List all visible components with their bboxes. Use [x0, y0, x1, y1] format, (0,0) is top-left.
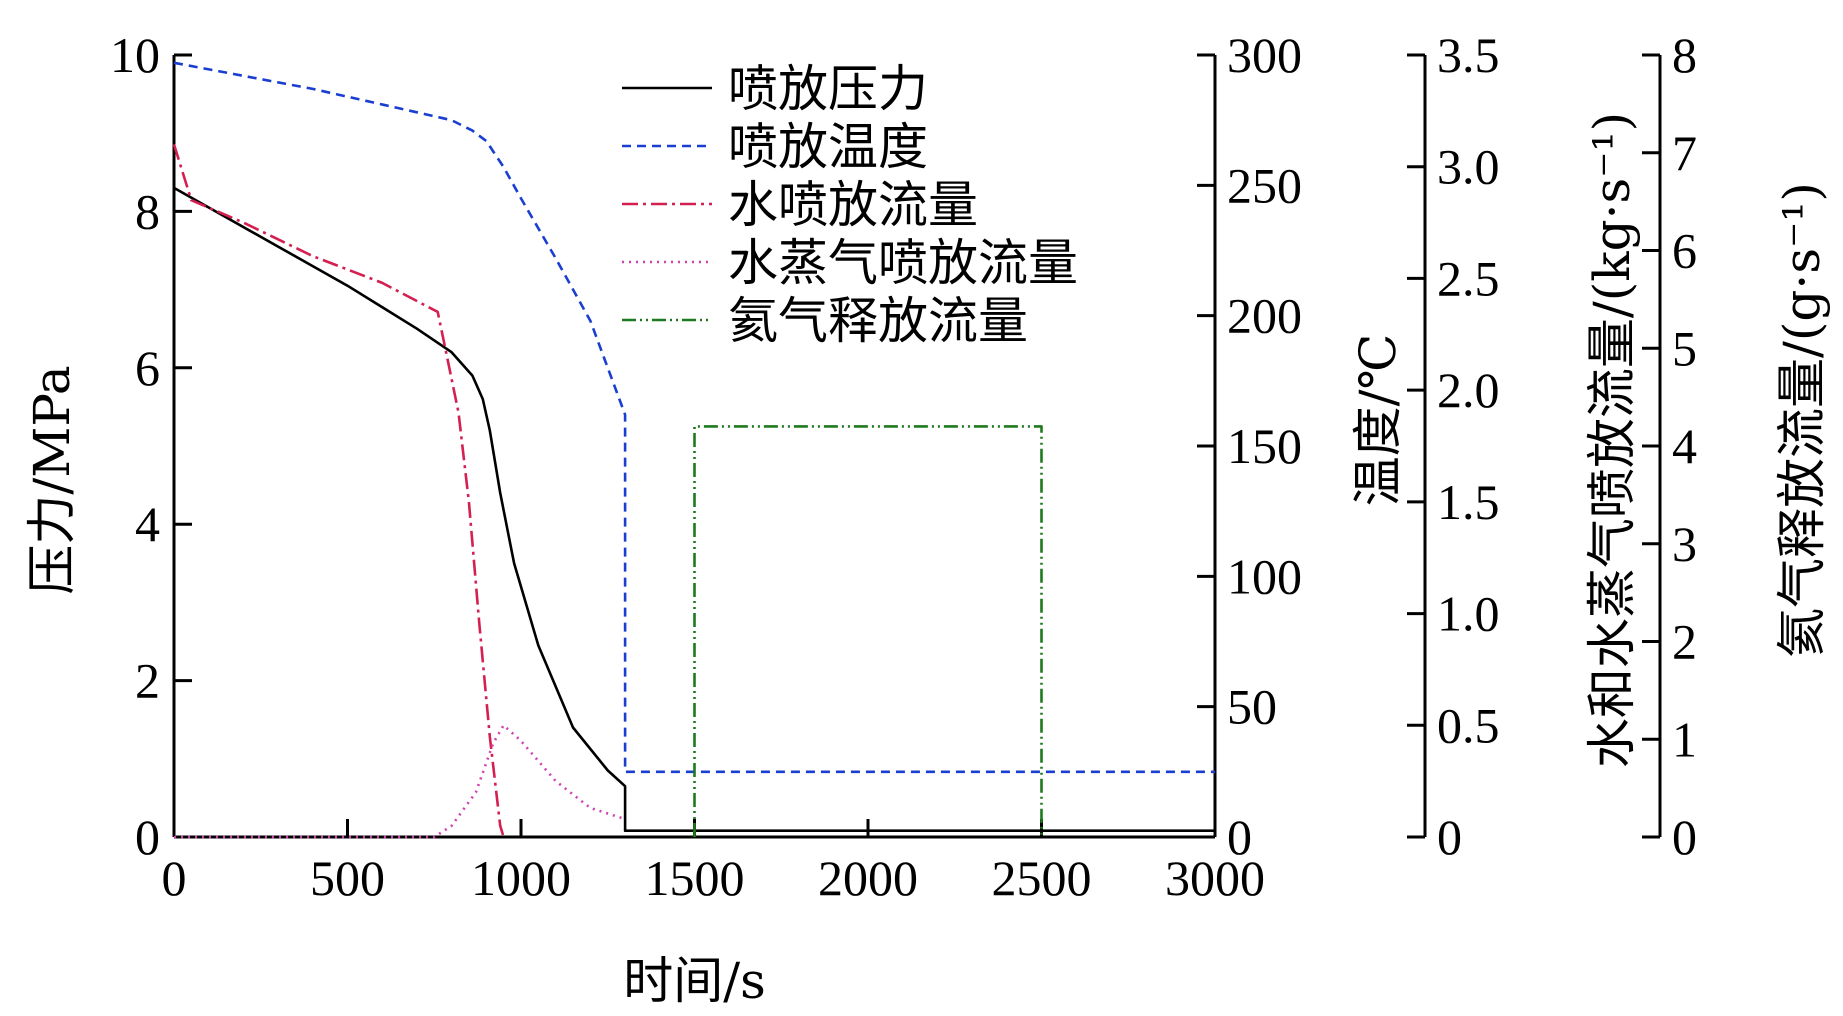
temperature-tick-label: 50	[1227, 679, 1277, 735]
series-line-2	[172, 144, 505, 838]
legend-label-2: 水喷放流量	[728, 176, 978, 234]
temperature-tick-label: 150	[1227, 418, 1302, 474]
helium_flow-tick-label: 6	[1672, 223, 1697, 279]
x-tick-label: 1500	[645, 850, 745, 906]
x-tick-label: 2500	[992, 850, 1092, 906]
x-tick-label: 3000	[1165, 850, 1265, 906]
x-tick-label: 0	[162, 850, 187, 906]
temperature-tick-label: 100	[1227, 548, 1302, 604]
helium-flow-axis-title: 氦气释放流量/(g·s⁻¹)	[1773, 182, 1831, 658]
water_flow-tick-label: 1.5	[1437, 474, 1500, 530]
legend-label-0: 喷放压力	[728, 60, 928, 118]
water_flow-tick-label: 0.5	[1437, 697, 1500, 753]
series-line-4	[693, 425, 1043, 837]
helium_flow-tick-label: 1	[1672, 711, 1697, 767]
helium_flow-tick-label: 0	[1672, 809, 1697, 865]
series-line-1	[173, 61, 1215, 774]
pressure-tick-label: 4	[135, 496, 160, 552]
series-line-3	[174, 724, 626, 839]
ticks: 0 500 1000 1500 2000 2500 30000246810050100150…	[110, 27, 1697, 906]
temperature-tick-label: 200	[1227, 288, 1302, 344]
helium_flow-tick-label: 7	[1672, 125, 1697, 181]
pressure-tick-label: 0	[135, 809, 160, 865]
temperature-axis-title: 温度/℃	[1349, 334, 1407, 507]
pressure-tick-label: 2	[135, 653, 160, 709]
x-axis-title: 时间/s	[623, 952, 766, 1010]
helium_flow-tick-label: 4	[1672, 418, 1697, 474]
series-lines	[172, 61, 1215, 839]
water_flow-tick-label: 1.0	[1437, 586, 1500, 642]
pressure-tick-label: 10	[110, 27, 160, 83]
temperature-tick-label: 250	[1227, 157, 1302, 213]
water_flow-tick-label: 3.0	[1437, 139, 1500, 195]
helium_flow-tick-label: 5	[1672, 320, 1697, 376]
water_flow-tick-label: 2.5	[1437, 250, 1500, 306]
axis-titles: 时间/s 压力/MPa 温度/℃ 水和水蒸气喷放流量/(kg·s⁻¹) 氦气释放流量/(…	[23, 112, 1831, 1010]
water_flow-tick-label: 0	[1437, 809, 1462, 865]
pressure-axis-title: 压力/MPa	[23, 365, 81, 594]
helium_flow-tick-label: 3	[1672, 516, 1697, 572]
helium_flow-tick-label: 2	[1672, 614, 1697, 670]
x-tick-label: 500	[310, 850, 385, 906]
x-tick-label: 1000	[471, 850, 571, 906]
water-flow-axis-title: 水和水蒸气喷放流量/(kg·s⁻¹)	[1583, 112, 1641, 768]
legend-label-3: 水蒸气喷放流量	[728, 234, 1078, 292]
temperature-tick-label: 300	[1227, 27, 1302, 83]
helium_flow-tick-label: 8	[1672, 27, 1697, 83]
pressure-tick-label: 8	[135, 183, 160, 239]
series-line-0	[173, 186, 1215, 832]
legend-label-1: 喷放温度	[728, 118, 928, 176]
temperature-tick-label: 0	[1227, 809, 1252, 865]
x-tick-label: 2000	[818, 850, 918, 906]
pressure-tick-label: 6	[135, 340, 160, 396]
water_flow-tick-label: 3.5	[1437, 27, 1500, 83]
water_flow-tick-label: 2.0	[1437, 362, 1500, 418]
legend-label-4: 氦气释放流量	[728, 292, 1028, 350]
